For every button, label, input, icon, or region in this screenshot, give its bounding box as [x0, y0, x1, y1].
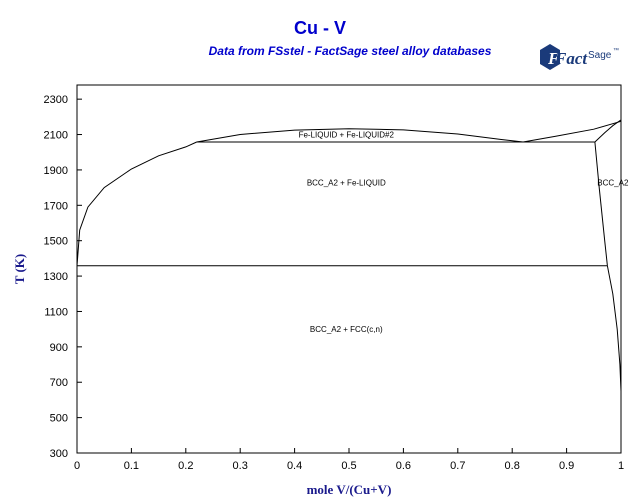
x-tick-label: 0.3 — [233, 460, 248, 472]
x-tick-label: 0.6 — [396, 460, 411, 472]
logo-mark-icon — [540, 44, 560, 70]
region-label-1: Fe-LIQUID + Fe-LIQUID#2 — [299, 131, 395, 140]
x-axis: 0 0.1 0.2 0.3 0.4 0.5 0.6 0.7 0.8 0.9 1 — [74, 448, 624, 472]
phase-region-labels: Fe-LIQUID + Fe-LIQUID#2 BCC_A2 + Fe-LIQUI… — [299, 131, 629, 335]
logo-text-super: Sage — [588, 50, 612, 61]
x-axis-label: mole V/(Cu+V) — [307, 482, 392, 497]
plot-frame — [76, 84, 622, 454]
x-tick-label: 0.7 — [450, 460, 465, 472]
y-tick-label: 1900 — [44, 165, 68, 177]
x-tick-label: 1 — [618, 460, 624, 472]
y-tick-label: 700 — [50, 377, 68, 389]
chart-subtitle: Data from FSstel - FactSage steel alloy … — [208, 44, 492, 58]
phase-boundary-line-8 — [594, 119, 622, 143]
region-label-4: BCC_A2 + FCC(c,n) — [310, 325, 383, 334]
y-tick-label: 500 — [50, 413, 68, 425]
logo-text-main: Fact — [554, 49, 588, 68]
svg-text:F: F — [547, 49, 560, 68]
y-tick-label: 1300 — [44, 271, 68, 283]
y-tick-label: 1500 — [44, 236, 68, 248]
phase-boundary-line-5 — [594, 141, 608, 266]
region-label-3: BCC_A2 — [597, 178, 629, 187]
phase-boundary-line-7 — [606, 265, 622, 392]
x-tick-label: 0.8 — [505, 460, 520, 472]
region-label-2: BCC_A2 + Fe-LIQUID — [307, 178, 386, 187]
phase-boundary-line-1 — [76, 141, 197, 266]
x-tick-label: 0.1 — [124, 460, 139, 472]
y-tick-label: 2100 — [44, 130, 68, 142]
y-axis: 300 500 700 900 1100 1300 1500 1700 1900 2100 2300 — [44, 94, 82, 460]
y-tick-label: 2300 — [44, 94, 68, 106]
x-tick-label: 0.9 — [559, 460, 574, 472]
y-tick-label: 1700 — [44, 200, 68, 212]
x-tick-label: 0.5 — [341, 460, 356, 472]
logo-trademark: ™ — [613, 47, 619, 54]
x-tick-label: 0.2 — [178, 460, 193, 472]
x-tick-label: 0.4 — [287, 460, 302, 472]
y-tick-label: 300 — [50, 448, 68, 460]
factsage-logo: F Fact Sage ™ — [540, 44, 619, 70]
phase-boundary-line-2 — [196, 128, 524, 143]
y-tick-label: 1100 — [44, 306, 68, 318]
y-axis-label: T (K) — [12, 254, 27, 284]
phase-boundary-line-3 — [523, 120, 622, 143]
x-tick-label: 0 — [74, 460, 80, 472]
phase-boundaries — [76, 119, 622, 392]
chart-title: Cu - V — [294, 18, 346, 38]
y-tick-label: 900 — [50, 342, 68, 354]
